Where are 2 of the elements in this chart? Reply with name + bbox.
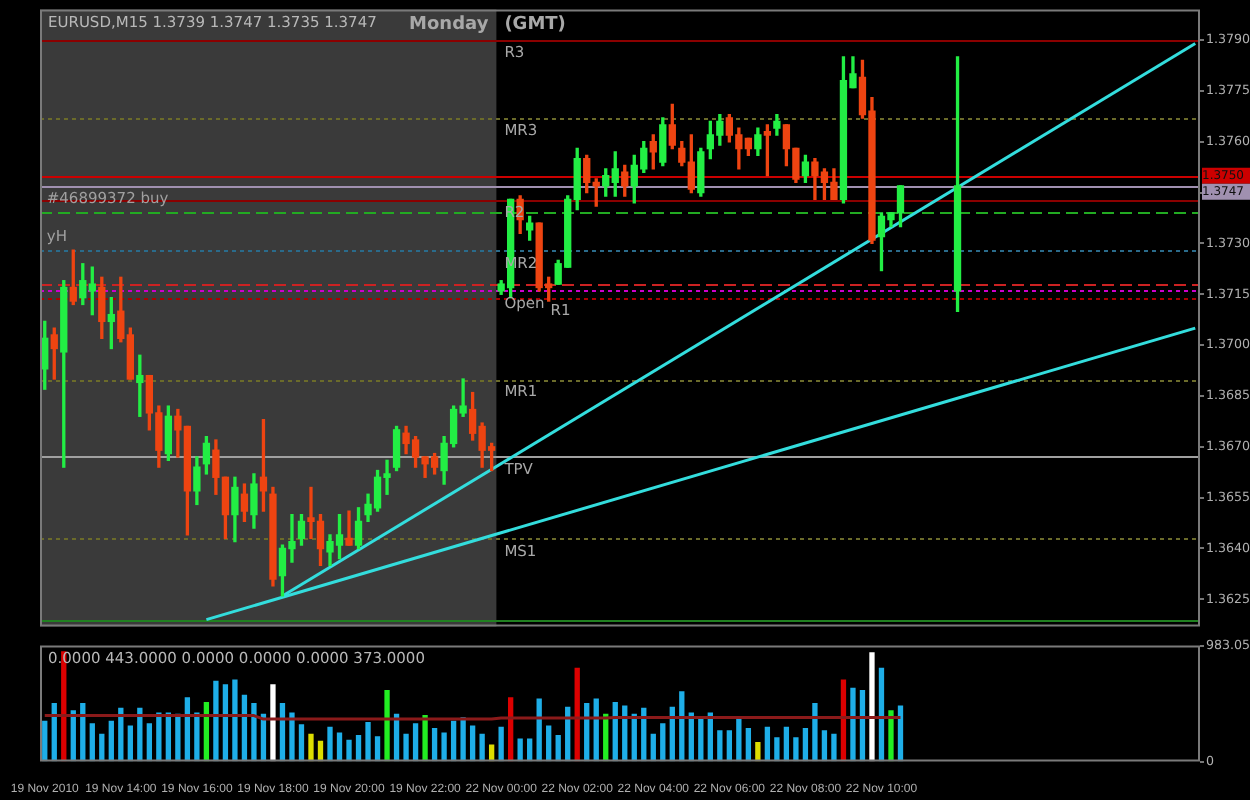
annotation: (GMT) bbox=[504, 15, 566, 36]
annotation: Monday bbox=[409, 15, 489, 36]
